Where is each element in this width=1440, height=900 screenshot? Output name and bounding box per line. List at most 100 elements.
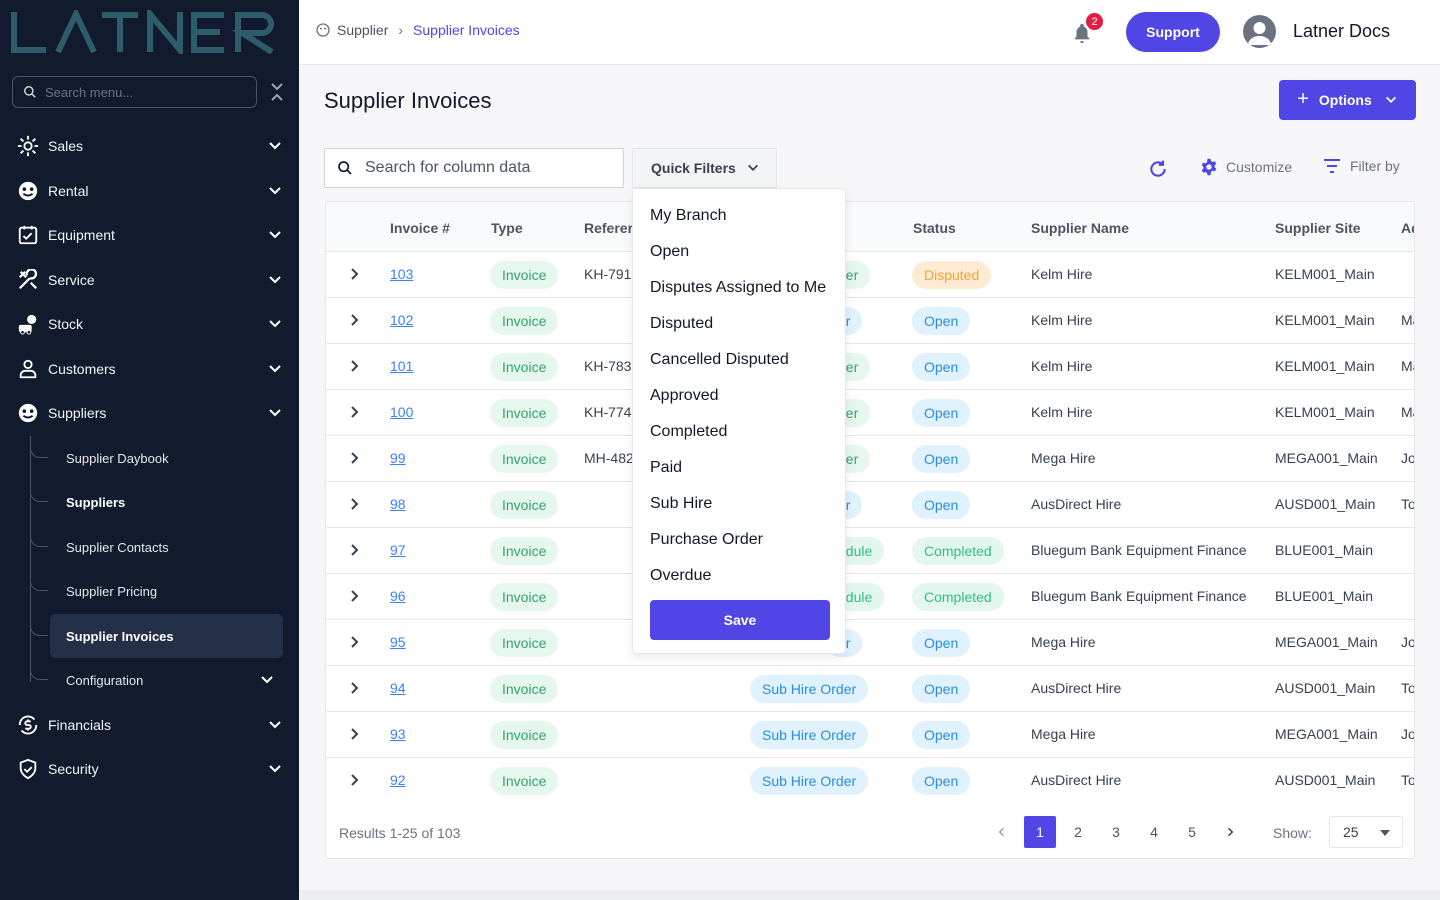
menu-search[interactable] bbox=[12, 76, 257, 108]
quick-filter-cancelled-disputed[interactable]: Cancelled Disputed bbox=[650, 351, 789, 368]
bell-icon[interactable] bbox=[1071, 22, 1093, 44]
collapse-sidebar-icon[interactable] bbox=[268, 82, 286, 102]
table-row[interactable]: 92 Invoice Sub Hire Order Open AusDirect Hir… bbox=[326, 758, 1415, 804]
invoice-number-link[interactable]: 96 bbox=[390, 588, 406, 604]
column-search[interactable] bbox=[324, 148, 624, 188]
support-button[interactable]: Support bbox=[1126, 12, 1220, 52]
chevron-right-icon[interactable] bbox=[346, 312, 362, 328]
invoice-number-link[interactable]: 99 bbox=[390, 450, 406, 466]
chevron-right-icon[interactable] bbox=[346, 358, 362, 374]
page-1-button[interactable]: 1 bbox=[1024, 816, 1056, 848]
chevron-right-icon[interactable] bbox=[346, 726, 362, 742]
table-row[interactable]: 101 Invoice KH-783 der Open Kelm Hire KELM001_… bbox=[326, 344, 1414, 390]
sidebar-item-customers[interactable]: Customers bbox=[16, 349, 291, 389]
quick-filter-purchase-order[interactable]: Purchase Order bbox=[650, 531, 763, 548]
quick-filter-approved[interactable]: Approved bbox=[650, 387, 719, 404]
quick-filters-save-button[interactable]: Save bbox=[650, 600, 830, 640]
column-header-status[interactable]: Status bbox=[913, 220, 956, 236]
sidebar-subitem-configuration[interactable]: Configuration bbox=[30, 658, 283, 702]
invoice-number-link[interactable]: 98 bbox=[390, 496, 406, 512]
quick-filter-disputes-assigned[interactable]: Disputes Assigned to Me bbox=[650, 279, 827, 296]
quick-filter-paid[interactable]: Paid bbox=[650, 459, 683, 476]
invoice-number-link[interactable]: 94 bbox=[390, 680, 406, 696]
column-header-reference[interactable]: Referer bbox=[584, 220, 634, 236]
latner-logo[interactable] bbox=[10, 5, 280, 59]
breadcrumb-current[interactable]: Supplier Invoices bbox=[413, 22, 520, 38]
next-page-icon[interactable] bbox=[1214, 816, 1246, 848]
avatar[interactable] bbox=[1243, 15, 1276, 48]
quick-filters-button[interactable]: Quick Filters bbox=[632, 148, 777, 188]
sidebar-item-sales[interactable]: Sales bbox=[16, 126, 291, 166]
chevron-right-icon[interactable] bbox=[346, 404, 362, 420]
sidebar-item-rental[interactable]: Rental bbox=[16, 171, 291, 211]
quick-filter-sub-hire[interactable]: Sub Hire bbox=[650, 495, 713, 512]
user-name[interactable]: Latner Docs bbox=[1293, 21, 1391, 41]
column-header-supplier-name[interactable]: Supplier Name bbox=[1031, 220, 1130, 236]
chevron-right-icon[interactable] bbox=[346, 542, 362, 558]
quick-filter-my-branch[interactable]: My Branch bbox=[650, 207, 727, 224]
page-3-button[interactable]: 3 bbox=[1112, 824, 1120, 840]
quick-filter-overdue[interactable]: Overdue bbox=[650, 567, 712, 584]
table-row[interactable]: 97 Invoice edule Completed Bluegum Bank Equi… bbox=[326, 528, 1414, 574]
chevron-right-icon[interactable] bbox=[346, 266, 362, 282]
chevron-right-icon[interactable] bbox=[346, 496, 362, 512]
sidebar-item-suppliers[interactable]: Suppliers bbox=[16, 393, 291, 433]
table-row[interactable]: 93 Invoice Sub Hire Order Open Mega Hire MEGA… bbox=[326, 712, 1414, 758]
customize-button[interactable]: Customize bbox=[1200, 158, 1292, 176]
type-badge: Invoice bbox=[490, 629, 559, 657]
column-header-supplier-site[interactable]: Supplier Site bbox=[1275, 220, 1361, 236]
chevron-right-icon[interactable] bbox=[346, 680, 362, 696]
column-header-invoice[interactable]: Invoice # bbox=[390, 220, 450, 236]
table-row[interactable]: 103 Invoice KH-791 der Disputed Kelm Hire KELM… bbox=[326, 252, 1414, 298]
breadcrumb-supplier[interactable]: Supplier bbox=[337, 22, 389, 38]
sidebar-subitem-supplier-contacts[interactable]: Supplier Contacts bbox=[30, 525, 283, 569]
sidebar-item-equipment[interactable]: Equipment bbox=[16, 215, 291, 255]
table-row[interactable]: 99 Invoice MH-482 der Open Mega Hire MEGA001_M… bbox=[326, 436, 1414, 482]
page-4-button[interactable]: 4 bbox=[1150, 824, 1158, 840]
invoice-number-link[interactable]: 103 bbox=[390, 266, 414, 282]
filter-by-button[interactable]: Filter by bbox=[1324, 158, 1400, 174]
quick-filter-completed[interactable]: Completed bbox=[650, 423, 728, 440]
invoice-number-link[interactable]: 93 bbox=[390, 726, 406, 742]
table-row[interactable]: 98InvoiceerOpenAusDirect HireAUSD001_Mai… bbox=[326, 482, 1414, 528]
quick-filter-disputed[interactable]: Disputed bbox=[650, 315, 714, 332]
sidebar-item-stock[interactable]: Stock bbox=[16, 304, 291, 344]
table-row[interactable]: 94 Invoice Sub Hire Order Open AusDirect Hir… bbox=[326, 666, 1414, 712]
prev-page-icon[interactable] bbox=[986, 816, 1018, 848]
chevron-right-icon[interactable] bbox=[346, 450, 362, 466]
chevron-right-icon[interactable] bbox=[346, 634, 362, 650]
sidebar-subitem-supplier-daybook[interactable]: Supplier Daybook bbox=[30, 436, 283, 480]
options-button[interactable]: + Options bbox=[1279, 80, 1416, 120]
table-row[interactable]: 100 Invoice KH-774 der Open Kelm Hire KELM001_… bbox=[326, 390, 1414, 436]
column-search-input[interactable] bbox=[365, 159, 605, 177]
sidebar-item-financials[interactable]: Financials bbox=[16, 705, 291, 745]
sidebar-subitem-supplier-invoices[interactable]: Supplier Invoices bbox=[30, 614, 283, 658]
invoice-number-link[interactable]: 95 bbox=[390, 634, 406, 650]
refresh-icon[interactable] bbox=[1148, 159, 1168, 179]
type-badge: Invoice bbox=[490, 767, 559, 795]
sidebar-subitem-supplier-pricing[interactable]: Supplier Pricing bbox=[30, 569, 283, 613]
invoice-number-link[interactable]: 101 bbox=[390, 358, 414, 374]
quick-filter-open[interactable]: Open bbox=[650, 243, 690, 260]
invoice-number-link[interactable]: 92 bbox=[390, 772, 406, 788]
address-cell: To bbox=[1401, 772, 1415, 788]
menu-search-input[interactable] bbox=[45, 84, 235, 100]
sidebar-item-service[interactable]: Service bbox=[16, 260, 291, 300]
page-2-button[interactable]: 2 bbox=[1074, 824, 1082, 840]
invoice-number-link[interactable]: 102 bbox=[390, 312, 414, 328]
sidebar-subitem-suppliers[interactable]: Suppliers bbox=[30, 480, 283, 524]
invoice-number-link[interactable]: 97 bbox=[390, 542, 406, 558]
column-header-address[interactable]: Ad bbox=[1401, 220, 1414, 236]
invoice-number-link[interactable]: 100 bbox=[390, 404, 414, 420]
column-header-type[interactable]: Type bbox=[491, 220, 523, 236]
status-badge: Completed bbox=[912, 537, 1004, 565]
chevron-down-icon bbox=[269, 320, 281, 328]
sidebar-item-security[interactable]: Security bbox=[16, 749, 291, 789]
chevron-right-icon[interactable] bbox=[346, 588, 362, 604]
page-size-select[interactable]: 25 bbox=[1329, 816, 1403, 848]
page-5-button[interactable]: 5 bbox=[1188, 824, 1196, 840]
table-row[interactable]: 96 Invoice edule Completed Bluegum Bank Equi… bbox=[326, 574, 1414, 620]
chevron-right-icon[interactable] bbox=[346, 772, 362, 788]
